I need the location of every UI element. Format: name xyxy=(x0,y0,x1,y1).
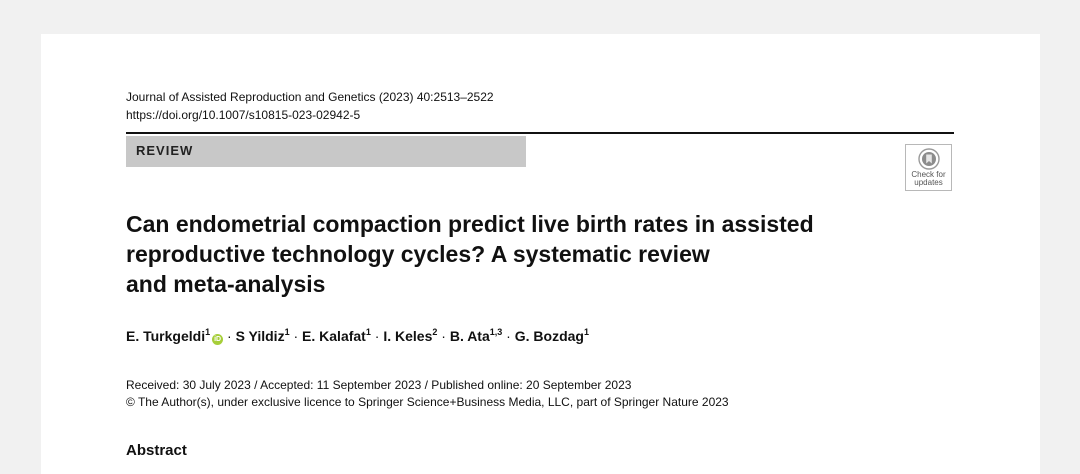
author-name[interactable]: G. Bozdag xyxy=(514,328,584,344)
article-type-bar: REVIEW xyxy=(126,136,526,167)
author-name[interactable]: B. Ata xyxy=(449,328,490,344)
title-line: Can endometrial compaction predict live … xyxy=(126,211,814,237)
check-for-updates-badge[interactable]: Check for updates xyxy=(905,144,952,191)
orcid-icon[interactable]: iD xyxy=(212,334,224,345)
author-affiliation: 1 xyxy=(284,327,290,337)
header-rule xyxy=(126,132,954,134)
check-for-updates-text: Check for updates xyxy=(906,171,951,187)
author-name[interactable]: I. Keles xyxy=(383,328,433,344)
article-type-label: REVIEW xyxy=(136,143,194,158)
check-for-updates-line1: Check for xyxy=(911,170,946,179)
author-affiliation: 1,3 xyxy=(489,327,503,337)
doi-link[interactable]: https://doi.org/10.1007/s10815-023-02942… xyxy=(126,108,361,122)
check-for-updates-line2: updates xyxy=(914,178,943,187)
title-line: reproductive technology cycles? A system… xyxy=(126,241,710,267)
author-name[interactable]: E. Turkgeldi xyxy=(126,328,206,344)
author-affiliation: 2 xyxy=(432,327,438,337)
author-separator: · xyxy=(506,328,511,344)
article-page: Journal of Assisted Reproduction and Gen… xyxy=(41,34,1040,474)
author-affiliation: 1 xyxy=(583,327,589,337)
author-affiliation: 1 xyxy=(205,327,211,337)
title-line: and meta-analysis xyxy=(126,271,326,297)
author-name[interactable]: E. Kalafat xyxy=(302,328,366,344)
author-list: E. Turkgeldi1iD · S Yildiz1 · E. Kalafat… xyxy=(126,326,589,346)
author-separator: · xyxy=(293,328,299,344)
publication-dates: Received: 30 July 2023 / Accepted: 11 Se… xyxy=(126,378,632,392)
article-title: Can endometrial compaction predict live … xyxy=(126,209,846,299)
author-affiliation: 1 xyxy=(365,327,371,337)
author-separator: · xyxy=(441,328,446,344)
bookmark-icon xyxy=(918,148,940,170)
author-name[interactable]: S Yildiz xyxy=(235,328,285,344)
journal-citation: Journal of Assisted Reproduction and Gen… xyxy=(126,90,494,104)
author-separator: · xyxy=(227,328,232,344)
copyright-license: © The Author(s), under exclusive licence… xyxy=(126,395,729,409)
author-separator: · xyxy=(374,328,380,344)
abstract-heading: Abstract xyxy=(126,442,187,459)
